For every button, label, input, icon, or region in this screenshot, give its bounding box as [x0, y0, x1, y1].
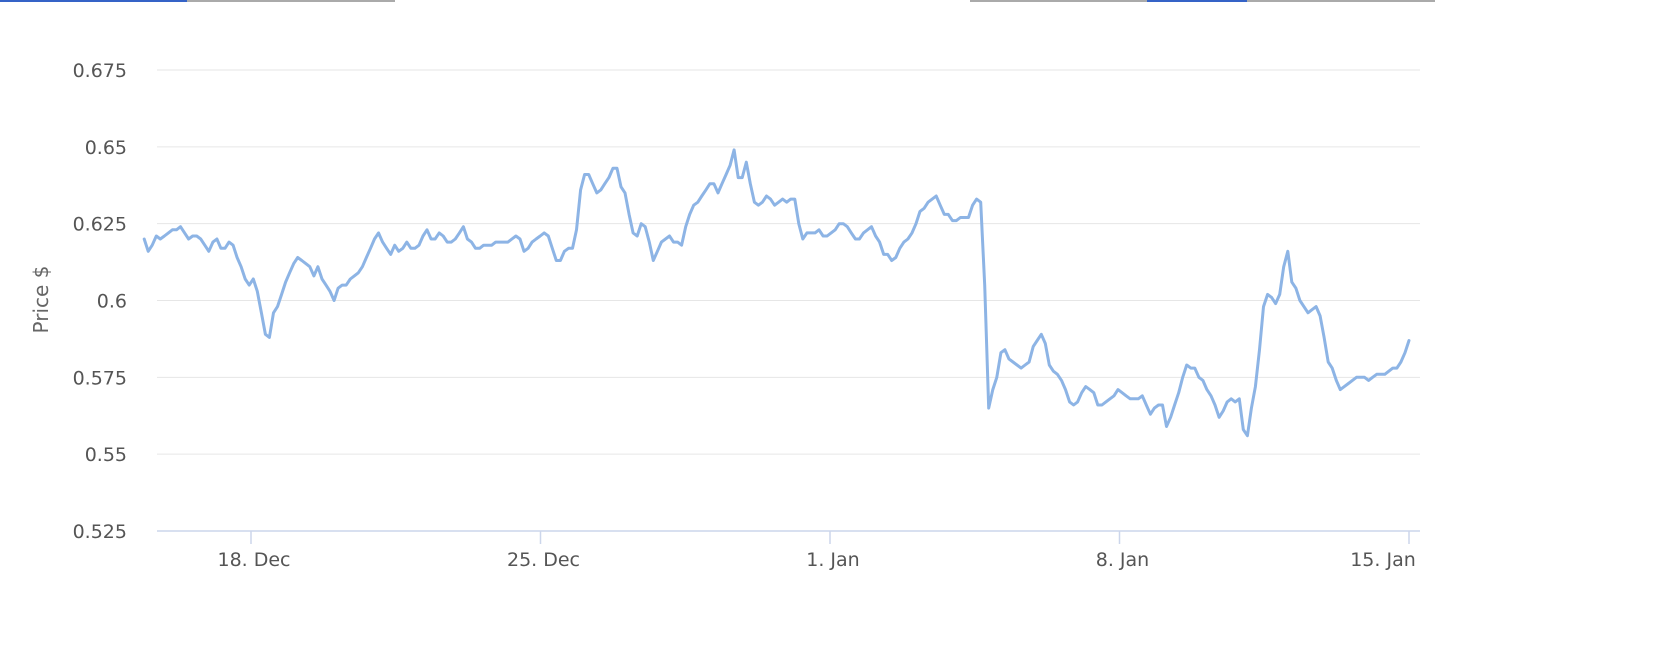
x-tick-label: 25. Dec [507, 549, 580, 571]
y-tick-label: 0.575 [73, 367, 127, 389]
x-tick-label: 15. Jan [1350, 549, 1416, 571]
x-axis-labels: 18. Dec 25. Dec 1. Jan 8. Jan 15. Jan [217, 531, 1416, 571]
x-tick-label: 1. Jan [806, 549, 859, 571]
grid-lines [157, 69, 1420, 455]
y-tick-label: 0.625 [73, 214, 127, 236]
tab-right-inactive-2[interactable] [1247, 0, 1435, 2]
tab-left-inactive[interactable] [187, 0, 395, 2]
tab-left-active[interactable] [0, 0, 187, 2]
x-tick-label: 8. Jan [1096, 549, 1149, 571]
y-axis-labels: 0.675 0.65 0.625 0.6 0.575 0.55 0.525 [73, 60, 127, 543]
y-tick-label: 0.525 [73, 521, 127, 543]
y-tick-label: 0.675 [73, 60, 127, 82]
tab-right-active[interactable] [1147, 0, 1247, 2]
y-tick-label: 0.6 [97, 291, 127, 313]
y-tick-label: 0.55 [85, 444, 127, 466]
y-tick-label: 0.65 [85, 137, 127, 159]
x-tick-label: 18. Dec [217, 549, 290, 571]
y-axis-title: Price $ [29, 266, 53, 334]
tab-right-inactive-1[interactable] [970, 0, 1147, 2]
price-series-line [142, 148, 1411, 438]
